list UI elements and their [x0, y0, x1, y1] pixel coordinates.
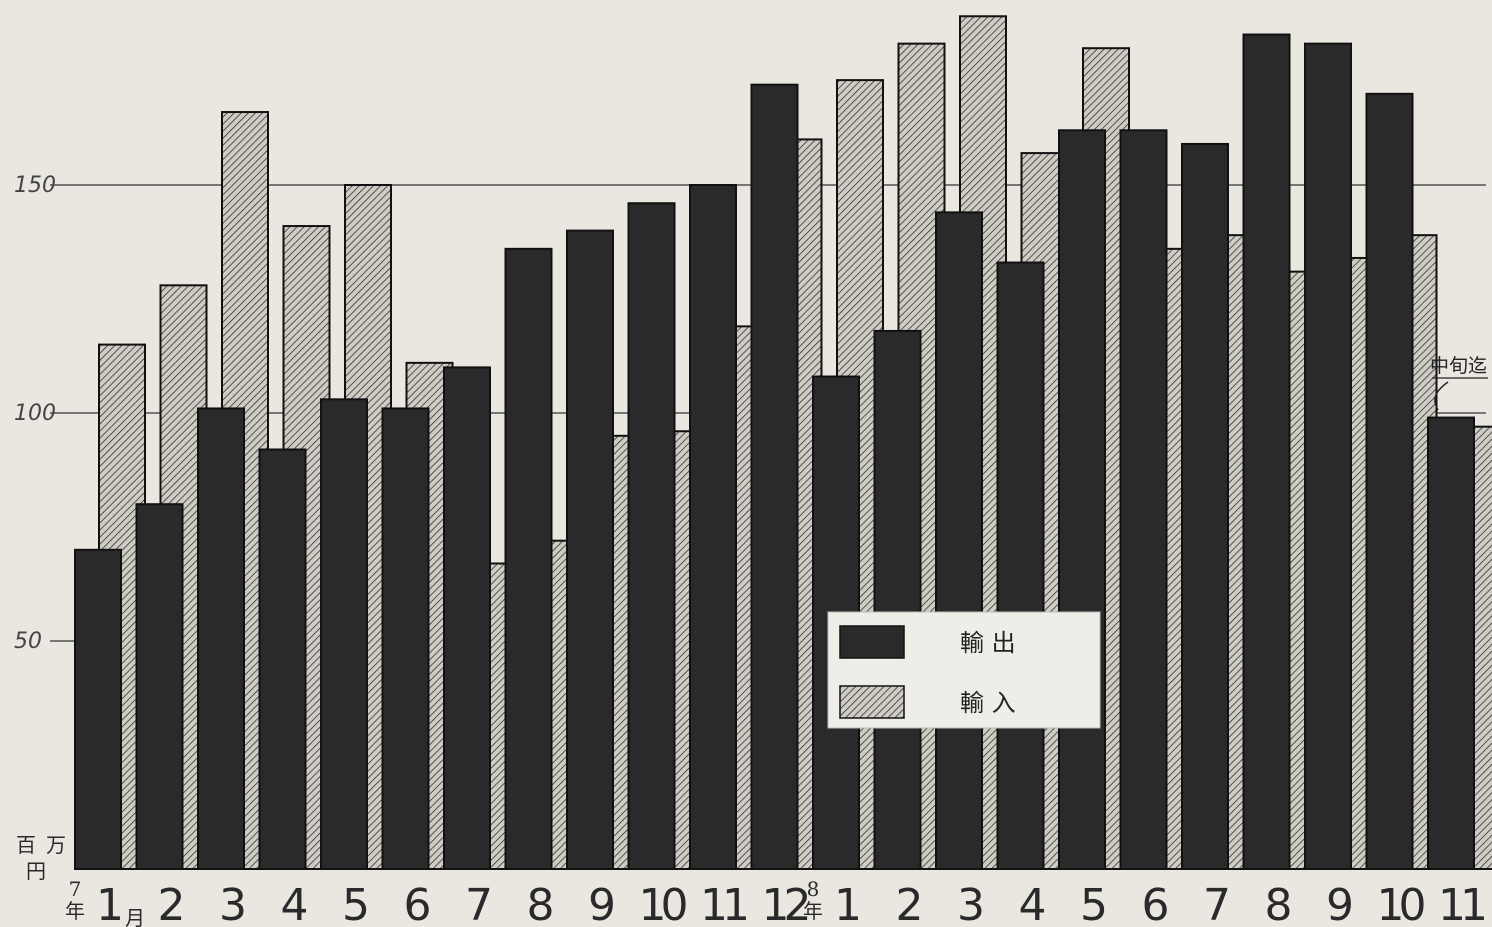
y-tick-label-150: 150: [14, 173, 56, 198]
month-marker: 月: [125, 906, 145, 927]
bar-export-13: [873, 329, 922, 871]
bar-export-6: [443, 366, 491, 870]
bar-export-11: [750, 83, 799, 871]
year-marker-char-1: 年: [803, 899, 823, 923]
x-tick-label-12: 1: [834, 880, 862, 927]
x-tick-label-21: 10: [1377, 880, 1427, 927]
bar-export-19: [1242, 33, 1291, 870]
unit-label-2: 円: [26, 859, 46, 883]
legend-swatch-export: [839, 625, 905, 659]
bar-export-18: [1181, 142, 1229, 870]
x-tick-label-14: 3: [957, 880, 985, 927]
x-tick-label-22: 11: [1438, 880, 1488, 927]
legend: 輸 出 輸 入: [827, 611, 1101, 729]
x-tick-label-4: 5: [342, 880, 370, 927]
bar-export-14: [935, 211, 983, 871]
bar-export-15: [996, 261, 1045, 870]
year-marker-num-1: 8: [807, 877, 820, 901]
bar-export-16: [1058, 129, 1106, 870]
x-tick-label-9: 10: [639, 880, 689, 927]
x-tick-label-20: 9: [1326, 880, 1354, 927]
x-tick-label-11: 12: [762, 880, 812, 927]
bar-export-2: [197, 407, 245, 870]
unit-label-1: 万: [46, 833, 66, 857]
annotation-text: 中旬迄: [1430, 355, 1487, 377]
bar-export-4: [320, 398, 368, 870]
bar-export-21: [1365, 92, 1414, 871]
x-tick-label-5: 6: [404, 880, 432, 927]
bar-export-20: [1304, 42, 1352, 870]
bar-export-0: [74, 548, 122, 870]
x-tick-label-15: 4: [1019, 880, 1047, 927]
legend-swatch-import: [839, 685, 905, 719]
bar-export-3: [258, 448, 307, 870]
x-tick-label-16: 5: [1080, 880, 1108, 927]
bar-export-1: [135, 503, 184, 870]
bar-export-8: [566, 229, 614, 871]
x-tick-label-6: 7: [465, 880, 493, 927]
x-tick-label-19: 8: [1265, 880, 1293, 927]
x-tick-label-10: 11: [700, 880, 750, 927]
bar-export-17: [1119, 129, 1168, 870]
legend-label-import: 輸 入: [960, 689, 1016, 717]
x-tick-label-8: 9: [588, 880, 616, 927]
x-tick-label-7: 8: [527, 880, 555, 927]
bar-export-5: [381, 407, 430, 870]
year-marker-num-0: 7: [69, 877, 82, 901]
x-tick-label-3: 4: [281, 880, 309, 927]
legend-label-export: 輸 出: [960, 629, 1016, 657]
x-tick-label-13: 2: [896, 880, 924, 927]
y-tick-label-100: 100: [14, 401, 56, 426]
bar-export-22: [1427, 416, 1475, 870]
x-tick-label-17: 6: [1142, 880, 1170, 927]
x-tick-label-0: 1: [96, 880, 124, 927]
bars: [74, 15, 1492, 871]
bar-export-7: [504, 247, 553, 870]
year-marker-char-0: 年: [65, 899, 85, 923]
bar-export-10: [689, 184, 737, 870]
unit-label-0: 百: [16, 833, 36, 857]
bar-export-9: [627, 202, 676, 871]
x-tick-label-1: 2: [158, 880, 186, 927]
x-tick-label-18: 7: [1203, 880, 1231, 927]
x-tick-label-2: 3: [219, 880, 247, 927]
annotation-arrow: [1434, 381, 1449, 411]
y-tick-label-50: 50: [14, 629, 42, 654]
